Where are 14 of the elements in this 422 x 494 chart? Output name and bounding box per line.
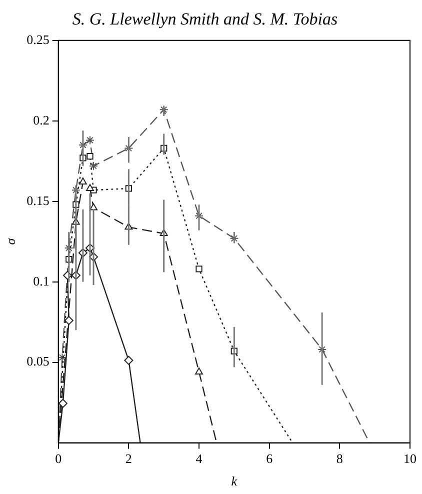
x-tick-label: 4 (196, 451, 203, 466)
x-tick-label: 2 (125, 451, 132, 466)
y-axis-title: σ (3, 238, 18, 245)
y-tick-label: 0.2 (33, 112, 50, 128)
y-tick-label: 0.1 (33, 273, 50, 288)
x-axis-title: k (231, 474, 238, 489)
x-tick-label: 10 (404, 451, 416, 466)
x-tick-label: 8 (336, 451, 343, 466)
chart-title: S. G. Llewellyn Smith and S. M. Tobias (72, 10, 338, 29)
x-tick-label: 6 (266, 451, 274, 466)
x-tick-label: 0 (55, 451, 62, 466)
y-tick-label: 0.25 (26, 32, 50, 47)
y-tick-label: 0.15 (26, 192, 50, 208)
y-tick-label: 0.05 (26, 354, 50, 369)
